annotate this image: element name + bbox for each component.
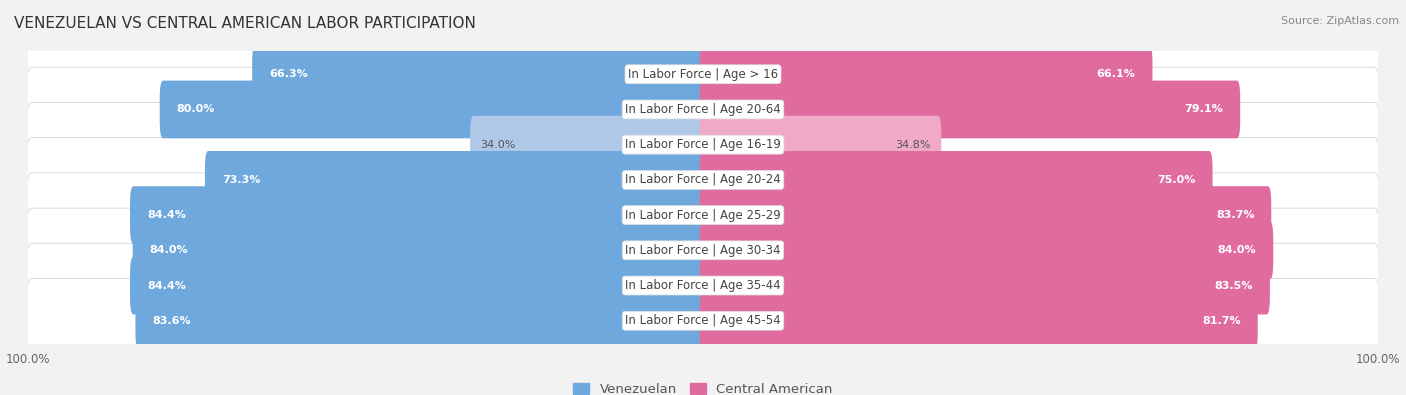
FancyBboxPatch shape bbox=[700, 116, 941, 173]
FancyBboxPatch shape bbox=[700, 292, 1258, 350]
FancyBboxPatch shape bbox=[700, 222, 1274, 279]
Text: In Labor Force | Age 25-29: In Labor Force | Age 25-29 bbox=[626, 209, 780, 222]
Text: 80.0%: 80.0% bbox=[177, 104, 215, 115]
Text: 66.3%: 66.3% bbox=[269, 69, 308, 79]
FancyBboxPatch shape bbox=[27, 102, 1379, 187]
FancyBboxPatch shape bbox=[205, 151, 706, 209]
FancyBboxPatch shape bbox=[27, 278, 1379, 363]
Text: In Labor Force | Age 45-54: In Labor Force | Age 45-54 bbox=[626, 314, 780, 327]
FancyBboxPatch shape bbox=[27, 32, 1379, 117]
Text: 84.4%: 84.4% bbox=[146, 280, 186, 291]
FancyBboxPatch shape bbox=[27, 243, 1379, 328]
Text: 83.7%: 83.7% bbox=[1216, 210, 1254, 220]
FancyBboxPatch shape bbox=[129, 257, 706, 314]
Text: 75.0%: 75.0% bbox=[1157, 175, 1195, 185]
Legend: Venezuelan, Central American: Venezuelan, Central American bbox=[568, 378, 838, 395]
Text: In Labor Force | Age 20-24: In Labor Force | Age 20-24 bbox=[626, 173, 780, 186]
Text: 81.7%: 81.7% bbox=[1202, 316, 1241, 326]
FancyBboxPatch shape bbox=[470, 116, 706, 173]
Text: 83.6%: 83.6% bbox=[152, 316, 191, 326]
FancyBboxPatch shape bbox=[700, 45, 1153, 103]
FancyBboxPatch shape bbox=[27, 137, 1379, 222]
FancyBboxPatch shape bbox=[700, 151, 1212, 209]
FancyBboxPatch shape bbox=[27, 67, 1379, 152]
FancyBboxPatch shape bbox=[700, 257, 1270, 314]
FancyBboxPatch shape bbox=[129, 186, 706, 244]
Text: 66.1%: 66.1% bbox=[1097, 69, 1136, 79]
FancyBboxPatch shape bbox=[252, 45, 706, 103]
Text: In Labor Force | Age 20-64: In Labor Force | Age 20-64 bbox=[626, 103, 780, 116]
FancyBboxPatch shape bbox=[27, 208, 1379, 293]
Text: 34.8%: 34.8% bbox=[896, 140, 931, 150]
FancyBboxPatch shape bbox=[27, 173, 1379, 258]
FancyBboxPatch shape bbox=[135, 292, 706, 350]
FancyBboxPatch shape bbox=[160, 81, 706, 138]
Text: 73.3%: 73.3% bbox=[222, 175, 260, 185]
Text: In Labor Force | Age 16-19: In Labor Force | Age 16-19 bbox=[626, 138, 780, 151]
FancyBboxPatch shape bbox=[132, 222, 706, 279]
Text: In Labor Force | Age 30-34: In Labor Force | Age 30-34 bbox=[626, 244, 780, 257]
Text: VENEZUELAN VS CENTRAL AMERICAN LABOR PARTICIPATION: VENEZUELAN VS CENTRAL AMERICAN LABOR PAR… bbox=[14, 16, 477, 31]
Text: 83.5%: 83.5% bbox=[1215, 280, 1253, 291]
Text: In Labor Force | Age 35-44: In Labor Force | Age 35-44 bbox=[626, 279, 780, 292]
Text: In Labor Force | Age > 16: In Labor Force | Age > 16 bbox=[628, 68, 778, 81]
FancyBboxPatch shape bbox=[700, 81, 1240, 138]
FancyBboxPatch shape bbox=[700, 186, 1271, 244]
Text: 84.0%: 84.0% bbox=[149, 245, 188, 255]
Text: 79.1%: 79.1% bbox=[1185, 104, 1223, 115]
Text: 34.0%: 34.0% bbox=[481, 140, 516, 150]
Text: Source: ZipAtlas.com: Source: ZipAtlas.com bbox=[1281, 16, 1399, 26]
Text: 84.0%: 84.0% bbox=[1218, 245, 1257, 255]
Text: 84.4%: 84.4% bbox=[146, 210, 186, 220]
